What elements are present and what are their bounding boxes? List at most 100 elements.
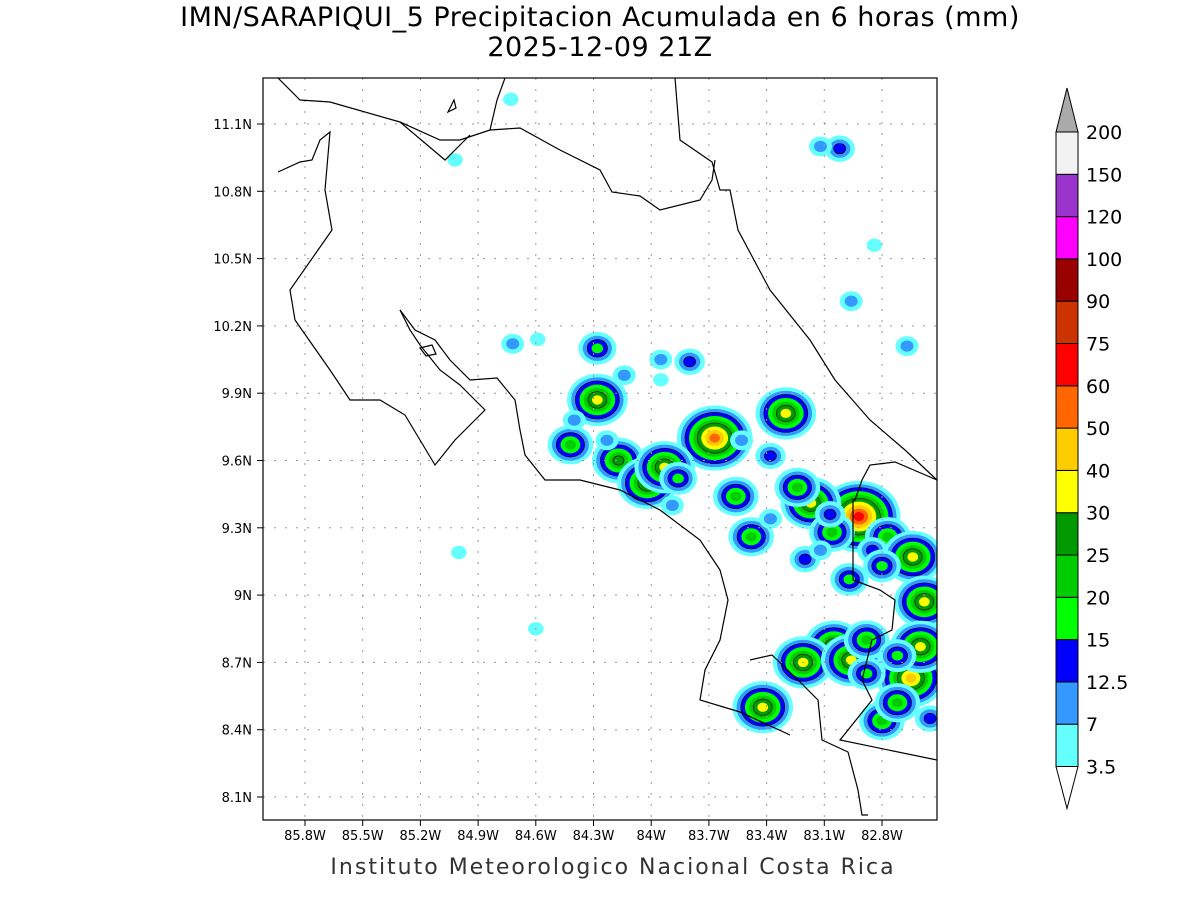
precip-contour-level-2 xyxy=(764,450,777,462)
colorbar-level-label: 200 xyxy=(1086,122,1122,144)
colorbar-swatch xyxy=(1055,554,1079,598)
colorbar-swatch xyxy=(1055,469,1079,514)
precip-contour-level-6 xyxy=(915,642,926,652)
precip-contour-level-1 xyxy=(617,369,631,381)
colorbar-swatch xyxy=(1055,512,1079,556)
precip-contour-level-4 xyxy=(745,531,757,542)
colorbar-level-label: 75 xyxy=(1086,334,1110,356)
precip-contour-level-1 xyxy=(506,338,520,350)
precip-contour-level-2 xyxy=(923,713,937,724)
colorbar-swatch xyxy=(1055,385,1079,429)
colorbar-level-label: 150 xyxy=(1086,164,1122,186)
colorbar-level-label: 12.5 xyxy=(1086,672,1128,694)
colorbar-level-label: 20 xyxy=(1086,587,1110,609)
precip-contour-level-3 xyxy=(843,574,856,585)
precip-contour-level-0 xyxy=(653,373,669,387)
colorbar-level-label: 50 xyxy=(1086,418,1110,440)
lat-tick-label: 9.3N xyxy=(222,522,252,537)
precip-contour-level-1 xyxy=(813,140,827,153)
lon-tick-label: 84.3W xyxy=(573,829,615,844)
lat-tick-label: 8.4N xyxy=(222,724,252,739)
precip-contour-level-9 xyxy=(853,512,865,522)
precip-contour-level-3 xyxy=(672,473,684,484)
colorbar-swatch xyxy=(1055,173,1079,218)
title-line-2: 2025-12-09 21Z xyxy=(487,32,713,63)
pacific-coast xyxy=(277,78,506,141)
precip-contour-level-6 xyxy=(757,702,769,712)
colorbar-level-label: 60 xyxy=(1086,376,1110,398)
precip-contour-level-3 xyxy=(876,560,888,571)
precip-contour-level-0 xyxy=(529,332,546,347)
lat-tick-label: 10.8N xyxy=(213,185,252,200)
colorbar-under-arrow xyxy=(1055,766,1079,811)
precip-contour-level-2 xyxy=(823,508,837,520)
precip-contour-level-4 xyxy=(861,635,873,645)
lon-tick-label: 84W xyxy=(636,829,666,844)
precip-contour-level-2 xyxy=(683,356,696,368)
colorbar-level-label: 40 xyxy=(1086,460,1110,482)
precip-contour-level-0 xyxy=(866,238,883,252)
colorbar-swatch xyxy=(1055,300,1079,345)
footer-credit: Instituto Meteorologico Nacional Costa R… xyxy=(330,855,896,880)
lat-tick-label: 11.1N xyxy=(213,118,252,133)
colorbar-level-label: 25 xyxy=(1086,545,1110,567)
lat-tick-label: 10.2N xyxy=(213,320,252,335)
precip-contour-level-1 xyxy=(735,434,749,446)
precip-contour-level-3 xyxy=(591,343,604,354)
lon-tick-label: 83.7W xyxy=(688,829,730,844)
panama-border xyxy=(838,461,937,761)
title-line-1: IMN/SARAPIQUI_5 Precipitacion Acumulada … xyxy=(180,2,1020,33)
lon-tick-label: 85.8W xyxy=(284,829,326,844)
lon-tick-label: 82.8W xyxy=(861,829,903,844)
precip-contour-level-0 xyxy=(451,545,467,560)
precip-contour-level-2 xyxy=(798,553,812,565)
colorbar-level-label: 120 xyxy=(1086,207,1122,229)
northwest-coast xyxy=(277,130,486,467)
precip-contour-level-0 xyxy=(447,153,463,167)
precip-contour-level-6 xyxy=(907,552,919,562)
colorbar-over-arrow xyxy=(1055,87,1079,133)
colorbar-level-label: 100 xyxy=(1086,249,1122,271)
nicaragua-costa-rica-border xyxy=(399,121,716,211)
precip-contour-level-1 xyxy=(665,499,679,511)
precip-contour-level-4 xyxy=(891,697,903,708)
lat-tick-label: 9.9N xyxy=(222,387,252,402)
grid-lines xyxy=(263,78,937,820)
colorbar-swatch xyxy=(1055,258,1079,302)
precipitation-cells xyxy=(447,92,937,741)
lat-tick-label: 10.5N xyxy=(213,253,252,268)
precip-contour-level-1 xyxy=(600,434,614,446)
caribbean-coast xyxy=(674,78,937,481)
colorbar-level-label: 3.5 xyxy=(1086,757,1116,779)
precip-contour-level-4 xyxy=(826,527,838,538)
lon-tick-label: 84.9W xyxy=(457,829,499,844)
precip-contour-level-1 xyxy=(654,353,668,366)
osa-peninsula xyxy=(749,654,868,816)
precip-contour-level-4 xyxy=(730,491,742,502)
colorbar-level-label: 15 xyxy=(1086,630,1110,652)
coastlines xyxy=(277,78,937,816)
island-lake xyxy=(418,98,457,357)
colorbar-swatch xyxy=(1055,639,1079,683)
lat-tick-label: 8.1N xyxy=(222,791,252,806)
precip-contour-level-0 xyxy=(503,92,519,106)
precip-contour-level-6 xyxy=(780,408,792,419)
lat-tick-label: 9N xyxy=(234,589,252,604)
precip-contour-level-1 xyxy=(844,295,858,307)
lon-tick-label: 83.1W xyxy=(803,829,845,844)
lon-tick-label: 83.4W xyxy=(746,829,788,844)
axis-ticks: 85.8W 85.5W 85.2W 84.9W 84.6W 84.3W 84W 83.7W 83… xyxy=(213,118,903,844)
nicoya-gulf-coast xyxy=(399,309,791,736)
precip-contour-level-1 xyxy=(900,340,914,352)
lat-tick-label: 8.7N xyxy=(222,656,252,671)
precip-contour-level-1 xyxy=(567,414,581,426)
colorbar: 3.5 7 12.5 15 20 25 30 40 50 60 75 90 100 120 150 200 xyxy=(1055,87,1128,811)
colorbar-swatch xyxy=(1055,723,1079,768)
lon-tick-label: 85.2W xyxy=(399,829,441,844)
colorbar-swatch xyxy=(1055,427,1079,471)
precip-contour-level-7 xyxy=(905,673,917,683)
colorbar-swatch xyxy=(1055,343,1079,387)
colorbar-level-label: 30 xyxy=(1086,503,1110,525)
colorbar-swatch xyxy=(1055,131,1079,175)
